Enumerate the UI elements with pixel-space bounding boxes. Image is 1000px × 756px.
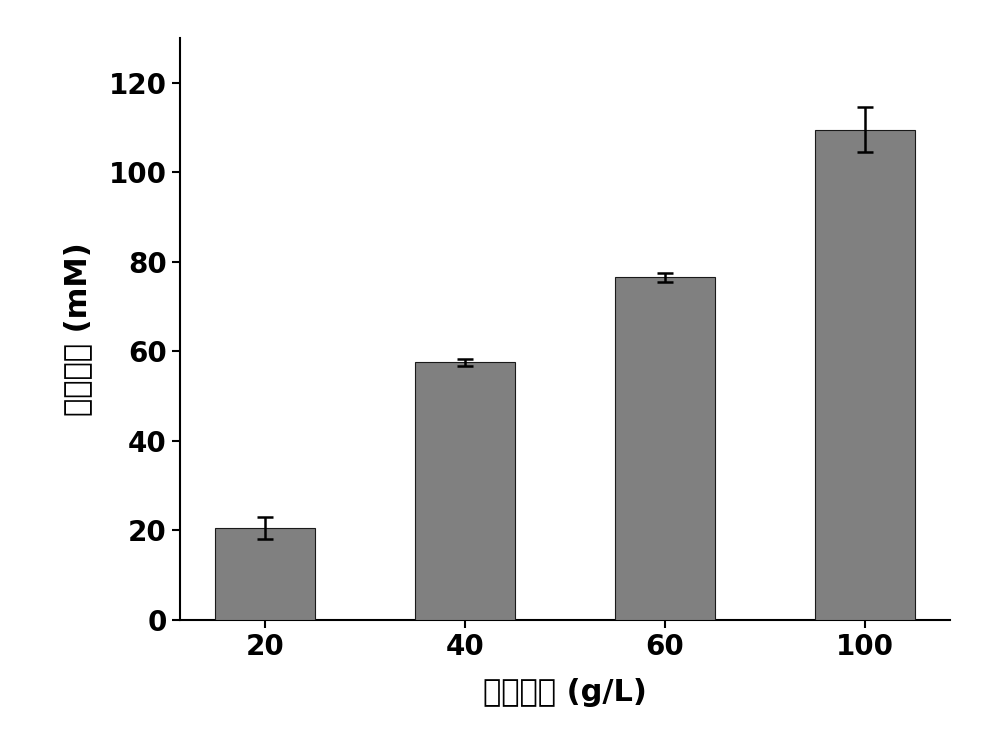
Y-axis label: 氢气产量 (mM): 氢气产量 (mM) <box>63 242 92 416</box>
Bar <box>215 528 315 620</box>
Bar <box>415 362 515 620</box>
Bar <box>815 129 915 620</box>
Bar <box>615 277 715 620</box>
X-axis label: 底物浓度 (g/L): 底物浓度 (g/L) <box>483 678 647 707</box>
